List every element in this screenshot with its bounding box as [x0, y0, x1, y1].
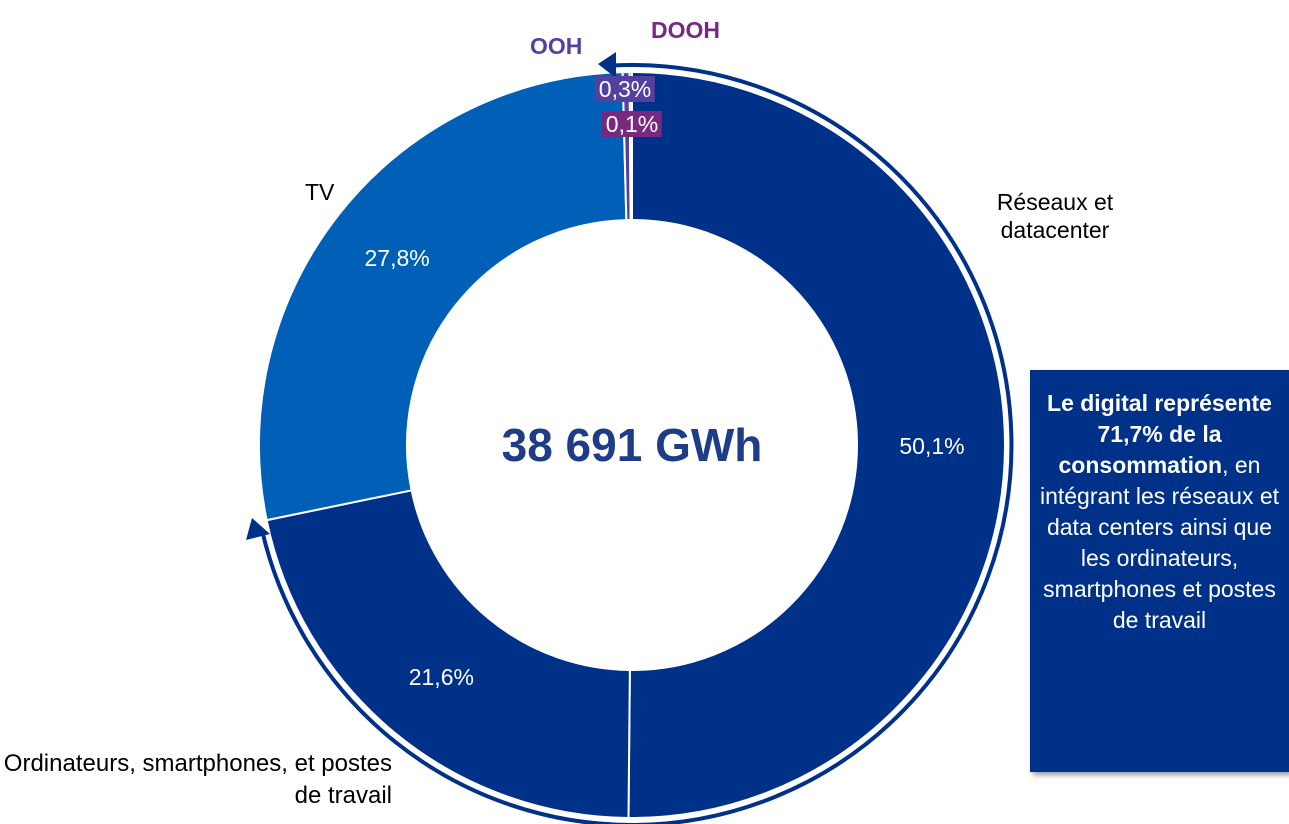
- category-label: TV: [305, 179, 335, 205]
- annotation-box: Le digital représente 71,7% de la consom…: [1030, 370, 1289, 772]
- value-label: 0,3%: [594, 76, 656, 102]
- donut-segment: [258, 71, 628, 522]
- value-label: 27,8%: [364, 245, 430, 272]
- annotation-bold: Le digital représente 71,7% de la consom…: [1047, 390, 1272, 478]
- value-label: 0,1%: [601, 111, 663, 137]
- category-label: OOH: [530, 33, 583, 59]
- donut-segment: [628, 70, 633, 222]
- category-label: DOOH: [651, 17, 720, 43]
- value-label: 21,6%: [408, 663, 474, 690]
- segments: [258, 70, 1007, 819]
- donut-segment: [627, 70, 1007, 819]
- arrow-head: [598, 52, 616, 78]
- value-label: 50,1%: [899, 433, 965, 460]
- arrow-arc: [611, 63, 1014, 824]
- arrow-arc: [260, 529, 633, 824]
- category-label: Réseaux et datacenter: [996, 189, 1114, 243]
- donut-segment: [265, 489, 631, 819]
- center-label: 38 691 GWh: [501, 419, 763, 471]
- arrow-head: [246, 518, 270, 540]
- annotation-text: , en intégrant les réseaux et data cente…: [1039, 452, 1280, 633]
- category-label: Ordinateurs, smartphones, et postes de t…: [3, 750, 392, 809]
